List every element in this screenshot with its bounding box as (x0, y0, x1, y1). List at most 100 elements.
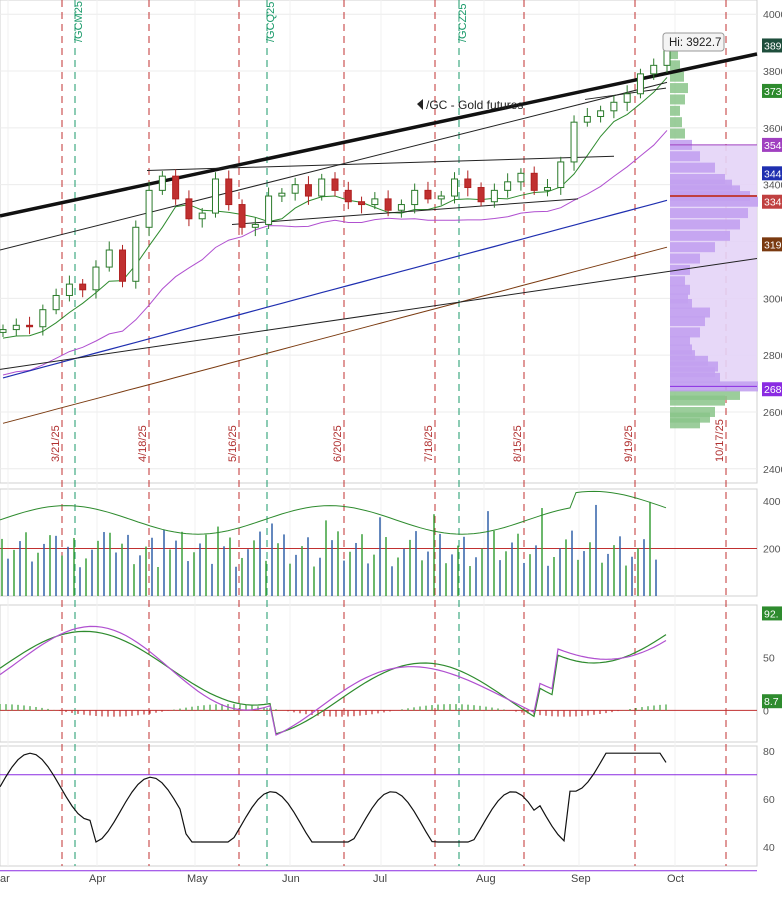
value-tag-text: 92. (764, 608, 779, 620)
candle-body (291, 184, 299, 194)
candle-body (650, 64, 658, 75)
profile-bar (670, 230, 730, 241)
candle-body (451, 178, 459, 197)
profile-bar (670, 71, 684, 82)
profile-bar (670, 316, 705, 327)
candle-body (490, 189, 498, 203)
y-tick-label: 2400 (763, 464, 782, 476)
candle-body (278, 192, 286, 197)
y-tick-label: 3400 (763, 180, 782, 192)
candle-body (198, 212, 206, 220)
candle-body (225, 178, 233, 206)
value-tag (762, 606, 782, 621)
candle-body (437, 195, 445, 200)
profile-bar (670, 412, 710, 423)
panel-frame (0, 745, 758, 867)
panel-frame (0, 604, 758, 743)
y-tick-label: 0 (763, 705, 769, 717)
price-tag-text: 344 (764, 168, 782, 180)
title-pointer-icon (417, 99, 423, 110)
candle-body (623, 93, 631, 103)
candle-body (185, 198, 193, 220)
expiry-label: 5/16/25 (227, 425, 239, 462)
profile-bar (670, 293, 688, 304)
profile-bar (670, 151, 700, 162)
profile-bar (670, 162, 715, 173)
moving-averages-layer (2, 77, 668, 424)
profile-bar (670, 208, 748, 219)
price-tag (762, 166, 782, 181)
price-tag (762, 194, 782, 209)
profile-bar (670, 185, 740, 196)
y-tick-label: 200 (763, 543, 781, 555)
expiry-label: 9/19/25 (623, 425, 635, 462)
candle-body (105, 249, 113, 268)
y-tick-label: 40 (763, 842, 775, 854)
candles-layer (0, 34, 671, 337)
roll-label: /GCM25 (73, 1, 85, 42)
candle-body (132, 226, 140, 282)
profile-bar (670, 367, 715, 378)
trendline-upper (0, 81, 668, 251)
profile-bar (670, 242, 715, 253)
candle-body (145, 189, 153, 228)
candle-body (79, 283, 87, 291)
candle-body (0, 329, 7, 333)
trendlines-layer (0, 52, 758, 370)
price-tag-text: 334 (764, 197, 782, 209)
price-tag-text: 319 (764, 239, 782, 251)
profile-bar (670, 335, 690, 346)
range-bottom (231, 198, 579, 225)
value-tag (762, 694, 782, 709)
chart-title: /GC - Gold futures (426, 98, 523, 112)
expiry-label: 4/18/25 (137, 425, 149, 462)
candle-body (411, 189, 419, 206)
y-tick-label: 3800 (763, 66, 782, 78)
profile-bar (670, 307, 710, 318)
candle-body (92, 266, 100, 291)
profile-bar (670, 361, 718, 372)
x-tick-label: May (187, 873, 208, 885)
profile-bar (670, 173, 725, 184)
y-tick-label: 2600 (763, 407, 782, 419)
profile-bar (670, 418, 700, 429)
value-tag-text: 8.7 (764, 696, 779, 708)
candle-body (464, 178, 472, 189)
expiry-label: 3/21/25 (50, 425, 62, 462)
profile-bar (670, 128, 685, 139)
candle-body (119, 249, 127, 282)
candle-body (636, 73, 644, 95)
ma-longest (2, 246, 668, 424)
candle-body (265, 195, 273, 225)
profile-bar (670, 117, 682, 128)
x-tick-label: Jun (282, 873, 300, 885)
x-tick-label: Apr (89, 873, 106, 885)
candle-body (583, 115, 591, 123)
momentum-slow-line (0, 625, 667, 736)
candle-body (211, 178, 219, 214)
candle-body (238, 204, 246, 228)
profile-bar (670, 406, 715, 417)
profile-bar (670, 372, 720, 383)
profile-bar (670, 327, 700, 338)
price-tag-text: 354 (764, 140, 782, 152)
profile-bar (670, 299, 692, 310)
candle-body (158, 175, 166, 191)
candle-body (597, 110, 605, 117)
profile-bar (670, 179, 732, 190)
y-tick-label: 400 (763, 496, 781, 508)
price-tag-text: 389 (764, 40, 782, 52)
profile-bar (670, 60, 680, 71)
profile-bar (670, 284, 690, 295)
y-tick-label: 50 (763, 653, 775, 665)
candle-body (318, 178, 326, 197)
x-tick-label: Jul (373, 873, 387, 885)
candle-body (39, 309, 47, 328)
y-tick-label: 2800 (763, 350, 782, 362)
oscillator-line (0, 752, 667, 843)
trendline-major (0, 52, 758, 218)
candle-body (52, 294, 60, 311)
candle-body (26, 324, 34, 328)
